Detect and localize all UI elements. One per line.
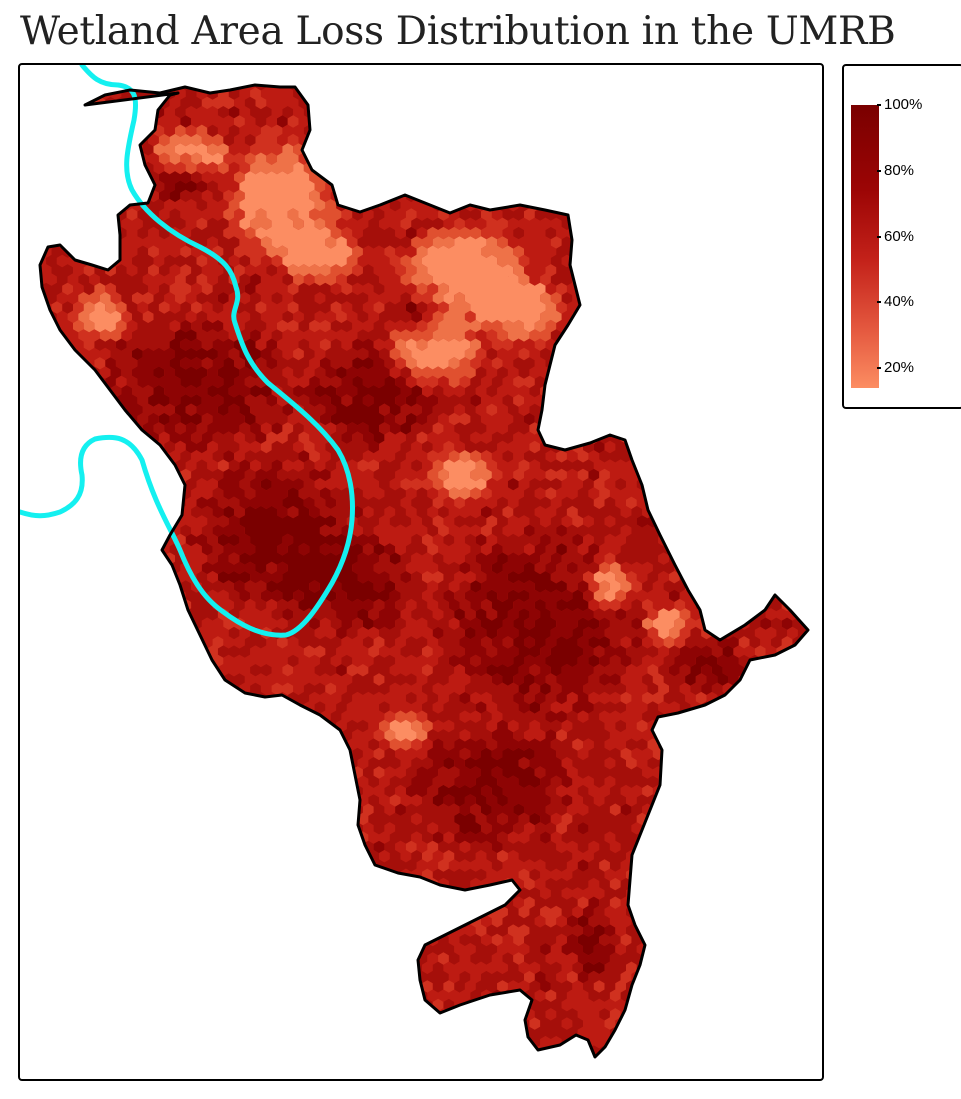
legend-tick — [877, 367, 881, 370]
legend-label-100: 100% — [884, 96, 923, 113]
legend-tick — [877, 104, 881, 106]
basin-boundary — [38, 83, 810, 1059]
hex-loss-layer — [40, 85, 808, 1057]
legend-tick — [877, 301, 881, 304]
river-line-upper — [20, 65, 355, 638]
legend-label-80: 80% — [884, 161, 915, 179]
map-title: Wetland Area Loss Distribution in the UM… — [20, 9, 896, 54]
legend-label-20: 20% — [884, 359, 915, 377]
map-canvas — [20, 65, 810, 1059]
hex-cells — [40, 85, 808, 1057]
legend-color-bar — [851, 105, 879, 388]
legend-tick — [877, 235, 881, 238]
hex-cells — [89, 143, 680, 742]
legend-label-60: 60% — [884, 227, 915, 245]
legend-tick — [877, 169, 881, 172]
legend: 100% 80% 60% 40% 20% — [842, 64, 961, 409]
legend-label-40: 40% — [884, 293, 915, 311]
map-panel — [18, 63, 824, 1081]
